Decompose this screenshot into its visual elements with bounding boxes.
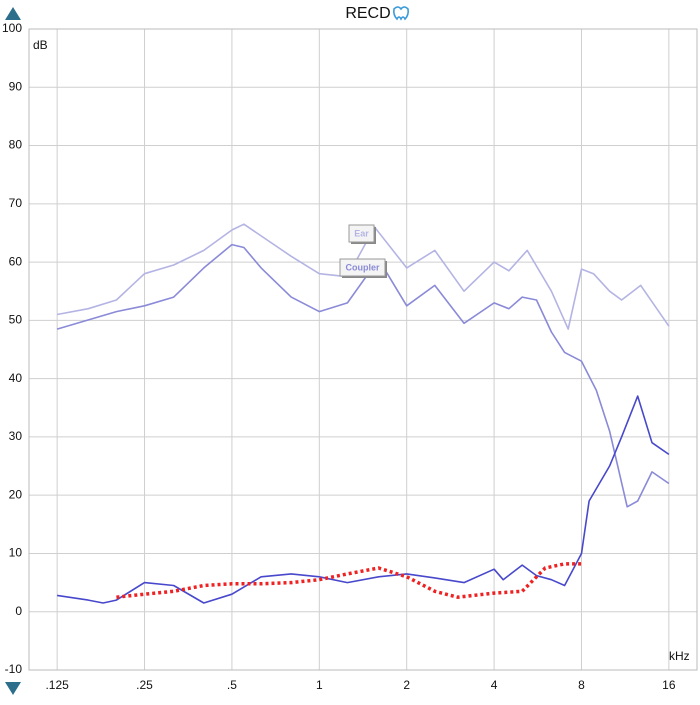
y-tick-label: 50 (9, 313, 23, 327)
y-tick-label: 90 (9, 79, 23, 93)
scroll-up-button[interactable] (5, 7, 21, 20)
y-tick-label: -10 (5, 662, 23, 676)
series-line (56, 395, 670, 604)
logo-icon (393, 6, 409, 21)
chart-title: RECD (345, 5, 390, 22)
series-label: Ear (354, 228, 369, 238)
plot-frame (28, 28, 698, 671)
y-tick-label: 20 (9, 487, 23, 501)
x-tick-label: .25 (136, 678, 153, 692)
x-tick-label: 16 (662, 678, 676, 692)
x-tick-label: 4 (491, 678, 498, 692)
tag-box (348, 224, 375, 243)
series-tag: Ear (348, 224, 376, 244)
y-axis-label: dB (33, 38, 48, 52)
series-line (56, 243, 670, 508)
y-tick-label: 70 (9, 196, 23, 210)
tag-box (339, 258, 386, 277)
x-tick-label: .5 (227, 678, 237, 692)
y-tick-label: 80 (9, 138, 23, 152)
x-tick-label: 1 (316, 678, 323, 692)
y-tick-label: 40 (9, 371, 23, 385)
series-line (56, 223, 670, 330)
x-tick-label: 2 (403, 678, 410, 692)
y-tick-label: 0 (15, 604, 22, 618)
series-line (116, 562, 582, 599)
x-axis-label: kHz (669, 649, 690, 663)
y-tick-label: 10 (9, 546, 23, 560)
x-tick-label: .125 (45, 678, 69, 692)
x-tick-label: 8 (578, 678, 585, 692)
series-label: Coupler (345, 262, 379, 272)
grid (29, 28, 697, 671)
y-tick-label: 60 (9, 254, 23, 268)
y-tick-label: 30 (9, 429, 23, 443)
series-tag: Coupler (339, 258, 387, 278)
scroll-down-button[interactable] (5, 682, 21, 695)
y-tick-label: 100 (2, 21, 22, 35)
